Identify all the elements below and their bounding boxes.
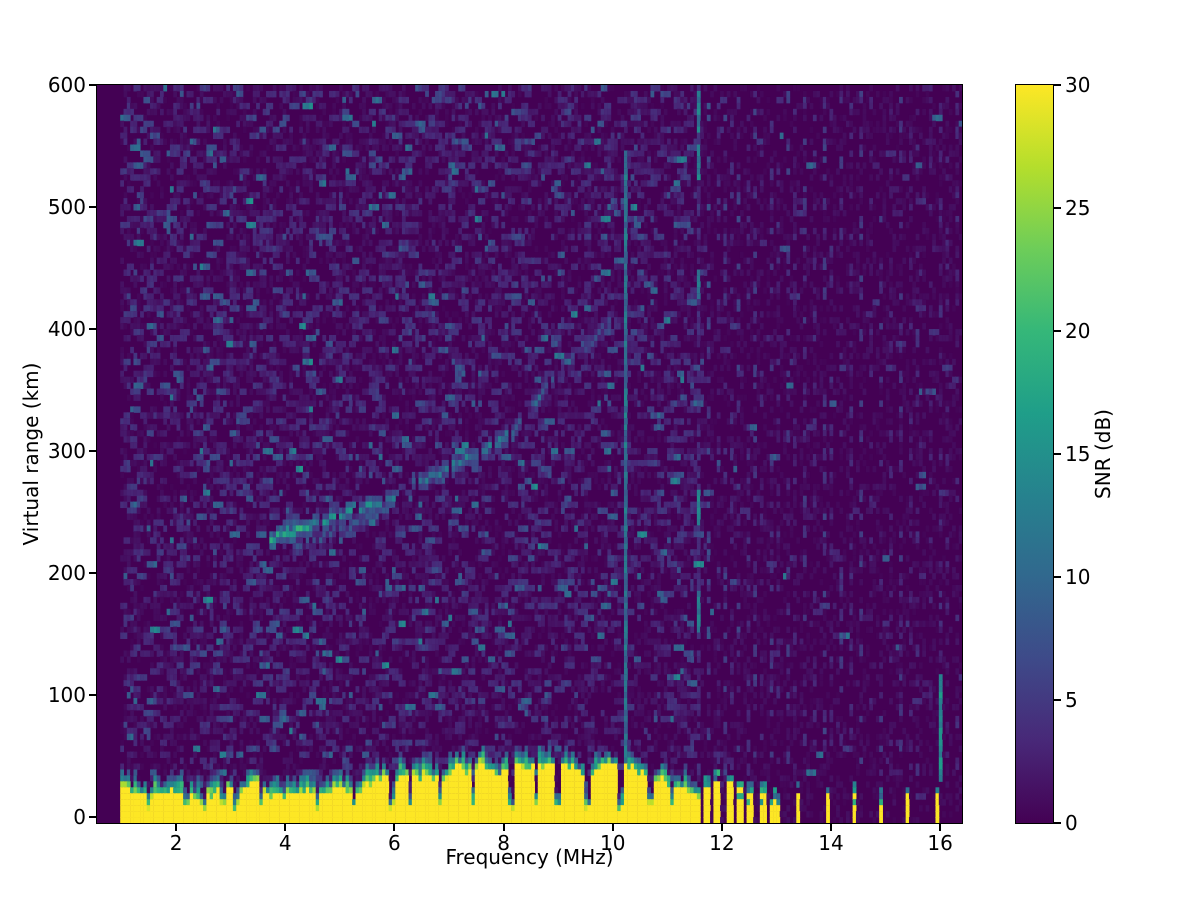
y-tick-mark <box>89 571 96 574</box>
y-tick-label: 600 <box>47 73 86 97</box>
colorbar <box>1016 85 1053 823</box>
x-tick-mark <box>175 824 178 831</box>
y-tick-label: 0 <box>73 804 86 829</box>
y-tick-label: 200 <box>47 560 86 585</box>
y-tick-mark <box>89 327 96 330</box>
colorbar-tick-mark <box>1054 84 1061 86</box>
y-tick-mark <box>89 84 96 86</box>
x-tick-mark <box>611 824 614 831</box>
x-tick-label: 14 <box>818 831 844 855</box>
colorbar-label: SNR (dB) <box>1091 409 1115 499</box>
colorbar-tick-label: 0 <box>1065 811 1078 835</box>
y-tick-mark <box>89 205 96 208</box>
colorbar-tick-mark <box>1054 330 1061 332</box>
y-tick-label: 400 <box>47 316 86 341</box>
x-tick-mark <box>393 824 396 831</box>
x-tick-mark <box>720 824 723 831</box>
x-tick-label: 12 <box>709 831 735 855</box>
x-axis-label: Frequency (MHz) <box>445 845 614 869</box>
y-tick-label: 300 <box>47 438 86 463</box>
x-tick-label: 2 <box>169 831 183 855</box>
x-tick-mark <box>284 824 287 831</box>
ionogram-heatmap <box>97 85 962 823</box>
y-tick-label: 100 <box>47 682 86 707</box>
x-tick-mark <box>939 824 942 831</box>
colorbar-tick-mark <box>1054 453 1061 455</box>
x-tick-label: 8 <box>497 831 510 855</box>
y-axis-label: Virtual range (km) <box>19 362 43 546</box>
x-tick-label: 6 <box>388 831 401 855</box>
y-tick-label: 500 <box>47 194 86 219</box>
colorbar-tick-mark <box>1054 207 1061 209</box>
y-tick-mark <box>89 693 96 696</box>
y-tick-mark <box>89 815 96 818</box>
colorbar-tick-label: 5 <box>1065 688 1078 712</box>
x-tick-mark <box>830 824 833 831</box>
colorbar-tick-mark <box>1054 822 1061 824</box>
x-tick-label: 4 <box>278 831 292 855</box>
colorbar-tick-label: 30 <box>1065 73 1091 97</box>
colorbar-tick-label: 25 <box>1065 196 1091 220</box>
colorbar-tick-label: 20 <box>1065 319 1091 343</box>
x-tick-mark <box>502 824 505 831</box>
x-tick-label: 10 <box>599 831 626 855</box>
colorbar-tick-label: 15 <box>1065 442 1091 466</box>
x-tick-label: 16 <box>927 831 953 855</box>
colorbar-tick-mark <box>1054 699 1061 701</box>
colorbar-tick-label: 10 <box>1065 565 1091 589</box>
y-tick-mark <box>89 449 96 452</box>
colorbar-tick-mark <box>1054 576 1061 578</box>
